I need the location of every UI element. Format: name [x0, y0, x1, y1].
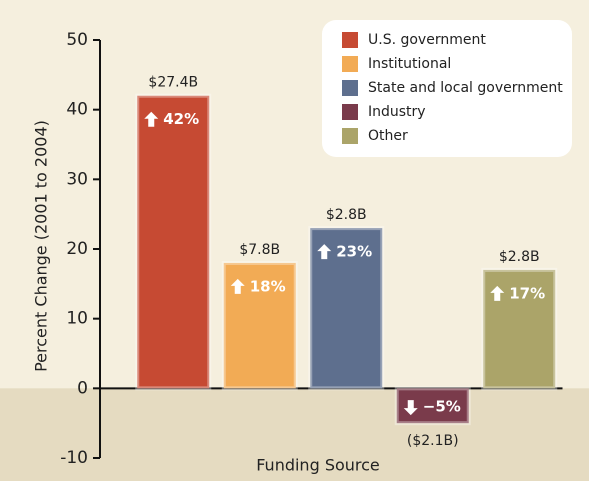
legend-label: U.S. government	[368, 32, 486, 48]
y-tick-label: -10	[60, 448, 88, 468]
value-label: 23%	[336, 243, 372, 261]
value-label: 18%	[250, 277, 286, 295]
y-tick-label: 30	[66, 169, 88, 189]
y-tick-label: 20	[66, 239, 88, 259]
y-tick-label: 40	[66, 100, 88, 120]
y-axis-label: Percent Change (2001 to 2004)	[32, 120, 51, 372]
amount-label: $2.8B	[499, 249, 540, 265]
value-label: −5%	[423, 398, 461, 416]
amount-label: $27.4B	[148, 75, 198, 91]
amount-label: ($2.1B)	[407, 433, 459, 449]
legend	[322, 20, 572, 157]
legend-swatch	[342, 80, 358, 96]
y-tick-label: 0	[77, 378, 88, 398]
arrow-icon	[403, 400, 418, 416]
legend-label: Institutional	[368, 56, 451, 72]
legend-swatch	[342, 104, 358, 120]
value-label: 17%	[509, 284, 545, 302]
y-tick-label: 50	[66, 30, 88, 50]
bar	[135, 93, 212, 391]
x-axis-label: Funding Source	[256, 456, 380, 475]
legend-swatch	[342, 32, 358, 48]
arrow-icon	[230, 278, 245, 294]
arrow-icon	[144, 111, 159, 127]
legend-label: Industry	[368, 104, 426, 120]
amount-label: $7.8B	[239, 242, 280, 258]
value-label: 42%	[163, 110, 199, 128]
legend-label: State and local government	[368, 80, 563, 96]
legend-label: Other	[368, 128, 408, 144]
negative-region	[0, 388, 589, 481]
amount-label: $2.8B	[326, 207, 367, 223]
legend-swatch	[342, 128, 358, 144]
arrow-icon	[490, 285, 505, 301]
legend-swatch	[342, 56, 358, 72]
y-tick-label: 10	[66, 309, 88, 329]
arrow-icon	[317, 244, 332, 260]
